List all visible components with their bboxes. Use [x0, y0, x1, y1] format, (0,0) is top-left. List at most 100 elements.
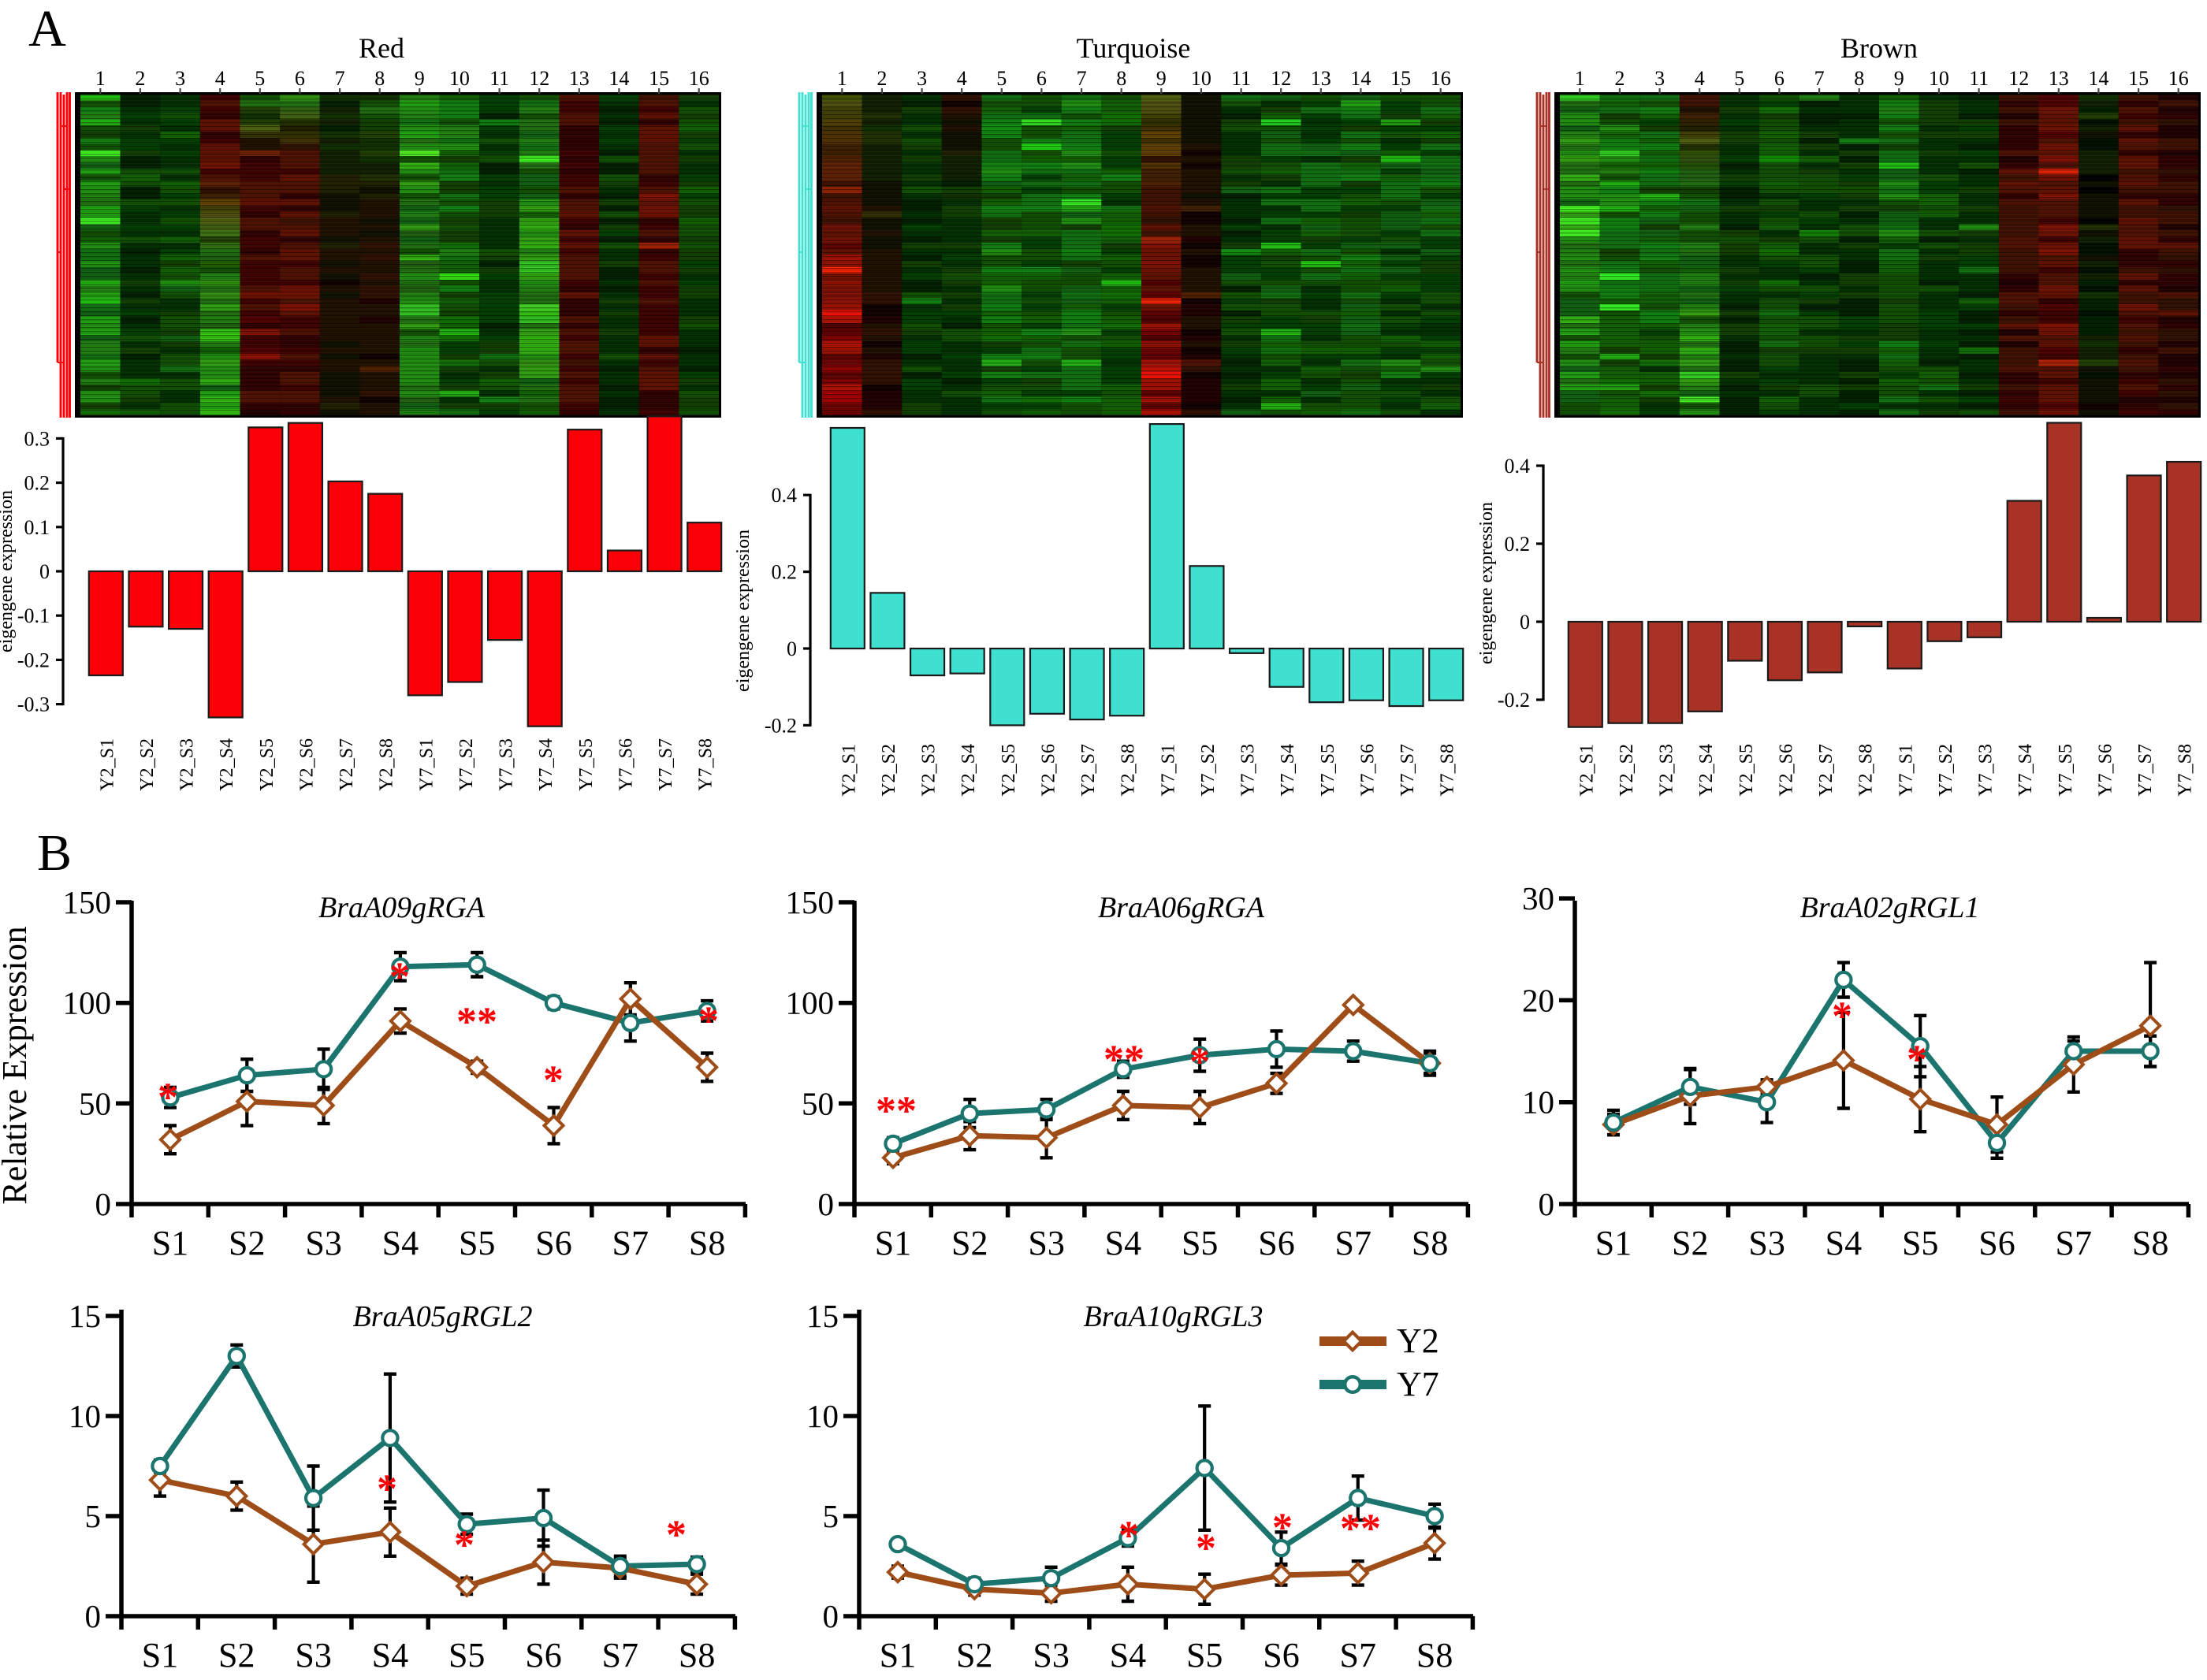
svg-text:12: 12 — [1271, 67, 1291, 90]
svg-text:Y2_S1: Y2_S1 — [1576, 744, 1597, 797]
svg-text:S1: S1 — [875, 1224, 911, 1262]
svg-text:*: * — [454, 1523, 475, 1568]
svg-text:*: * — [1118, 1514, 1139, 1559]
svg-text:Y7_S3: Y7_S3 — [1976, 744, 1997, 797]
svg-text:*: * — [1189, 1040, 1210, 1085]
svg-text:Y2_S2: Y2_S2 — [137, 738, 158, 791]
svg-text:Red: Red — [359, 32, 404, 64]
svg-text:Y7_S4: Y7_S4 — [536, 738, 556, 791]
svg-text:S1: S1 — [152, 1224, 188, 1262]
svg-text:S4: S4 — [1826, 1224, 1862, 1262]
svg-text:3: 3 — [175, 67, 185, 90]
svg-text:10: 10 — [69, 1398, 101, 1434]
svg-text:10: 10 — [449, 67, 470, 90]
svg-text:Y2_S5: Y2_S5 — [999, 744, 1019, 797]
svg-text:*: * — [666, 1513, 687, 1558]
svg-text:**: ** — [876, 1089, 917, 1134]
svg-text:BraA10gRGL3: BraA10gRGL3 — [1084, 1300, 1264, 1333]
svg-text:S6: S6 — [535, 1224, 571, 1262]
svg-text:S7: S7 — [1340, 1636, 1376, 1674]
svg-text:Y2_S7: Y2_S7 — [1078, 744, 1099, 797]
svg-text:S5: S5 — [1186, 1636, 1223, 1674]
svg-text:eigengene expression: eigengene expression — [0, 490, 17, 652]
svg-text:-0.2: -0.2 — [1498, 689, 1530, 712]
svg-text:5: 5 — [1734, 67, 1744, 90]
svg-text:6: 6 — [1774, 67, 1785, 90]
svg-text:Y7_S2: Y7_S2 — [1936, 744, 1956, 797]
svg-text:-0.2: -0.2 — [17, 649, 50, 671]
svg-text:S1: S1 — [142, 1636, 178, 1674]
svg-text:Y2_S6: Y2_S6 — [1038, 744, 1059, 797]
svg-text:0.4: 0.4 — [1505, 455, 1531, 478]
svg-text:13: 13 — [2049, 67, 2069, 90]
svg-text:5: 5 — [255, 67, 265, 90]
svg-text:2: 2 — [876, 67, 887, 90]
svg-text:S2: S2 — [951, 1224, 988, 1262]
svg-text:14: 14 — [1350, 67, 1371, 90]
svg-text:*: * — [1832, 994, 1852, 1039]
svg-text:Y2_S6: Y2_S6 — [296, 738, 317, 791]
svg-text:S4: S4 — [1105, 1224, 1141, 1262]
svg-text:Y2_S8: Y2_S8 — [1856, 744, 1877, 797]
svg-text:BraA09gRGA: BraA09gRGA — [318, 891, 486, 924]
svg-text:**: ** — [1340, 1507, 1381, 1552]
svg-text:S8: S8 — [2132, 1224, 2168, 1262]
svg-text:Y7_S2: Y7_S2 — [456, 738, 477, 791]
svg-text:8: 8 — [374, 67, 385, 90]
svg-text:8: 8 — [1116, 67, 1126, 90]
svg-text:*: * — [543, 1058, 564, 1103]
svg-text:0: 0 — [1539, 1186, 1555, 1222]
svg-text:30: 30 — [1522, 880, 1554, 916]
svg-text:-0.2: -0.2 — [765, 714, 797, 737]
svg-text:7: 7 — [1814, 67, 1825, 90]
svg-text:S3: S3 — [305, 1224, 341, 1262]
svg-text:2: 2 — [135, 67, 145, 90]
svg-text:Y7_S2: Y7_S2 — [1198, 744, 1219, 797]
svg-text:Relative Expression: Relative Expression — [0, 926, 34, 1204]
svg-text:10: 10 — [1929, 67, 1949, 90]
svg-text:Y7_S8: Y7_S8 — [1438, 744, 1458, 797]
svg-text:S8: S8 — [1416, 1636, 1453, 1674]
svg-text:S6: S6 — [1263, 1636, 1299, 1674]
svg-text:Y7_S1: Y7_S1 — [416, 738, 437, 791]
svg-text:Y2_S4: Y2_S4 — [1696, 744, 1717, 797]
svg-text:-0.1: -0.1 — [17, 604, 50, 627]
svg-text:S4: S4 — [1110, 1636, 1146, 1674]
svg-text:Y7_S1: Y7_S1 — [1896, 744, 1916, 797]
svg-text:10: 10 — [1191, 67, 1211, 90]
svg-text:0: 0 — [823, 1598, 839, 1634]
svg-text:S6: S6 — [1258, 1224, 1294, 1262]
svg-text:eigengene expression: eigengene expression — [1476, 502, 1497, 664]
svg-text:0: 0 — [787, 637, 797, 660]
svg-text:5: 5 — [823, 1498, 839, 1534]
svg-text:BraA02gRGL1: BraA02gRGL1 — [1800, 891, 1980, 924]
svg-text:0.2: 0.2 — [1505, 533, 1531, 556]
svg-text:50: 50 — [802, 1085, 834, 1121]
svg-text:9: 9 — [1156, 67, 1167, 90]
svg-text:3: 3 — [917, 67, 927, 90]
svg-text:12: 12 — [2008, 67, 2029, 90]
svg-text:**: ** — [456, 1000, 497, 1045]
svg-text:0.1: 0.1 — [24, 516, 50, 539]
svg-text:150: 150 — [786, 884, 835, 920]
svg-text:Y2_S3: Y2_S3 — [177, 738, 198, 791]
svg-text:Y2_S7: Y2_S7 — [1816, 744, 1837, 797]
svg-text:10: 10 — [1522, 1084, 1554, 1121]
svg-text:S7: S7 — [612, 1224, 649, 1262]
svg-text:Y7_S5: Y7_S5 — [2056, 744, 2076, 797]
svg-text:150: 150 — [63, 884, 112, 920]
svg-text:Y7_S7: Y7_S7 — [2135, 744, 2156, 797]
svg-text:16: 16 — [1431, 67, 1451, 90]
svg-text:Y7_S4: Y7_S4 — [1278, 744, 1298, 797]
svg-text:S8: S8 — [679, 1636, 715, 1674]
svg-text:S5: S5 — [1182, 1224, 1218, 1262]
svg-text:Y2_S8: Y2_S8 — [1118, 744, 1139, 797]
svg-text:9: 9 — [415, 67, 425, 90]
svg-text:16: 16 — [689, 67, 709, 90]
svg-text:S3: S3 — [295, 1636, 331, 1674]
svg-text:Y2_S4: Y2_S4 — [217, 738, 237, 791]
svg-text:A: A — [28, 0, 66, 58]
svg-text:0.2: 0.2 — [772, 561, 798, 584]
svg-text:2: 2 — [1614, 67, 1625, 90]
svg-text:Y2_S5: Y2_S5 — [257, 738, 277, 791]
